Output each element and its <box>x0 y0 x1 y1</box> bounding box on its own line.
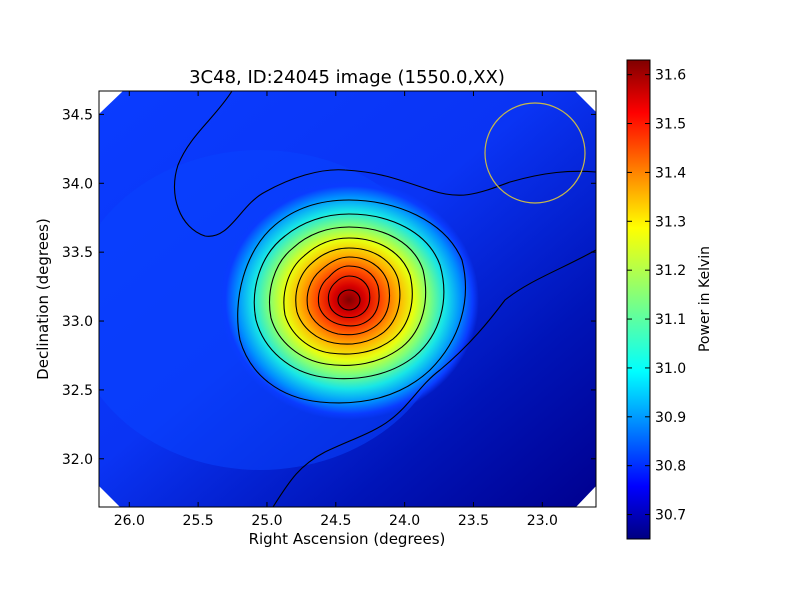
colorbar-tick-label: 30.8 <box>655 459 686 475</box>
y-axis-label: Declination (degrees) <box>34 218 52 380</box>
contour-6 <box>306 256 391 336</box>
contour-1 <box>237 199 466 404</box>
heatmap-peak <box>219 180 479 420</box>
corner-bottom-right <box>576 486 596 507</box>
beam-circle <box>484 102 586 204</box>
colorbar-ticks: 30.7 30.8 30.9 31.0 31.1 31.2 31.3 31.4 31.5 31.6 <box>627 68 686 524</box>
x-axis-label: Right Ascension (degrees) <box>249 530 446 548</box>
contour-8 <box>327 275 371 319</box>
colorbar-label: Power in Kelvin <box>697 246 713 352</box>
contour-outer-bottom <box>272 249 596 507</box>
contour-2 <box>253 213 445 380</box>
contour-7 <box>317 265 380 327</box>
colorbar-tick-label: 31.2 <box>655 263 686 279</box>
colorbar-tick-label: 31.1 <box>655 312 686 328</box>
y-tick-label: 32.5 <box>62 383 93 399</box>
x-tick-label: 23.5 <box>458 513 489 529</box>
colorbar-tick-label: 31.5 <box>655 117 686 133</box>
chart-title: 3C48, ID:24045 image (1550.0,XX) <box>189 67 505 88</box>
contour-5 <box>295 247 401 345</box>
x-tick-label: 25.5 <box>183 513 214 529</box>
colorbar-tick-label: 31.6 <box>655 68 686 84</box>
contour-outer-top <box>174 91 596 237</box>
colorbar-tick-label: 31.0 <box>655 361 686 377</box>
y-axis-ticks: 32.0 32.5 33.0 33.5 34.0 34.5 <box>62 107 596 468</box>
contour-4 <box>283 237 413 355</box>
axes-frame <box>98 90 597 508</box>
colorbar-tick-label: 30.7 <box>655 508 686 524</box>
map-corners <box>99 91 596 507</box>
corner-top-left <box>99 91 123 114</box>
contour-9 <box>337 289 361 311</box>
colorbar-tick-label: 31.3 <box>655 214 686 230</box>
corner-bottom-left <box>99 486 120 507</box>
y-tick-label: 32.0 <box>62 452 93 468</box>
x-tick-label: 26.0 <box>114 513 145 529</box>
x-axis-ticks: 26.0 25.5 25.0 24.5 24.0 23.5 23.0 <box>114 91 558 529</box>
corner-top-right <box>575 91 596 112</box>
y-tick-label: 34.0 <box>62 176 93 192</box>
y-tick-label: 33.0 <box>62 314 93 330</box>
colorbar-tick-label: 31.4 <box>655 165 686 181</box>
y-tick-label: 34.5 <box>62 107 93 123</box>
colorbar-tick-label: 30.9 <box>655 410 686 426</box>
x-tick-label: 25.0 <box>251 513 282 529</box>
y-tick-label: 33.5 <box>62 245 93 261</box>
colorbar <box>626 59 651 540</box>
contours <box>174 91 596 507</box>
contour-3 <box>269 226 427 366</box>
plot-area <box>99 91 596 507</box>
x-tick-label: 24.0 <box>389 513 420 529</box>
x-tick-label: 23.0 <box>527 513 558 529</box>
x-tick-label: 24.5 <box>320 513 351 529</box>
